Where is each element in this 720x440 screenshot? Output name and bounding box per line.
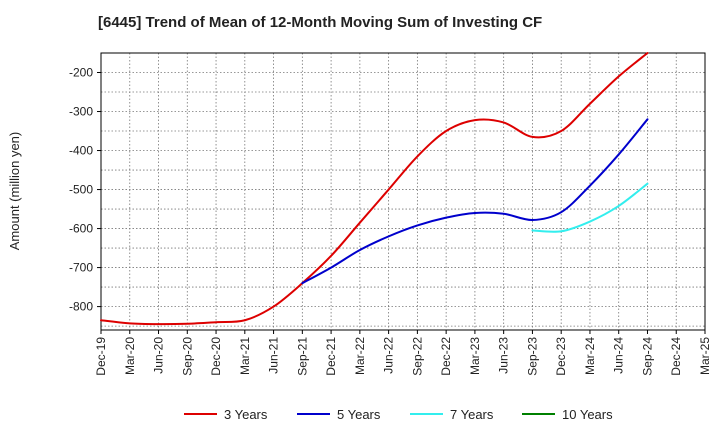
x-tick-label: Mar-22 (353, 337, 367, 375)
y-tick-label: -800 (69, 300, 93, 314)
x-tick-label: Jun-21 (267, 337, 281, 374)
x-tick-label: Sep-23 (525, 337, 539, 376)
y-ticks: -200 -300 -400 -500 -600 -700 -800 (69, 66, 101, 314)
y-tick-label: -400 (69, 144, 93, 158)
x-tick-label: Jun-20 (152, 337, 166, 374)
y-tick-label: -500 (69, 183, 93, 197)
chart-title: [6445] Trend of Mean of 12-Month Moving … (98, 14, 543, 31)
x-tick-label: Sep-20 (180, 337, 194, 376)
x-tick-label: Sep-22 (410, 337, 424, 376)
plot-frame (100, 52, 706, 331)
x-tick-label: Sep-21 (295, 337, 309, 376)
legend: 3 Years 5 Years 7 Years 10 Years (184, 407, 613, 422)
series-line-5-years (301, 118, 649, 285)
x-tick-label: Dec-24 (669, 337, 683, 376)
series-line-7-years (531, 182, 649, 233)
x-tick-label: Mar-24 (583, 337, 597, 375)
y-tick-label: -700 (69, 261, 93, 275)
x-tick-label: Dec-23 (554, 337, 568, 376)
x-tick-label: Dec-20 (209, 337, 223, 376)
legend-label-3-years: 3 Years (224, 407, 268, 422)
series-line-3-years (100, 52, 649, 326)
x-tick-label: Sep-24 (640, 337, 654, 376)
legend-label-7-years: 7 Years (450, 407, 494, 422)
legend-label-5-years: 5 Years (337, 407, 381, 422)
x-tick-label: Dec-22 (439, 337, 453, 376)
grid-layer (101, 53, 705, 330)
x-tick-label: Mar-21 (238, 337, 252, 375)
y-tick-label: -600 (69, 222, 93, 236)
series-layer (100, 52, 649, 326)
x-tick-label: Mar-25 (698, 337, 712, 375)
y-tick-label: -200 (69, 66, 93, 80)
legend-label-10-years: 10 Years (562, 407, 613, 422)
x-tick-label: Jun-23 (497, 337, 511, 374)
y-tick-label: -300 (69, 105, 93, 119)
x-tick-label: Mar-23 (468, 337, 482, 375)
x-tick-label: Mar-20 (123, 337, 137, 375)
x-tick-label: Jun-22 (382, 337, 396, 374)
y-axis-label: Amount (million yen) (7, 132, 22, 251)
x-tick-label: Jun-24 (612, 337, 626, 374)
x-tick-label: Dec-21 (324, 337, 338, 376)
x-ticks: Dec-19 Mar-20 Jun-20 Sep-20 Dec-20 Mar-21 Jun-… (94, 330, 712, 376)
x-tick-label: Dec-19 (94, 337, 108, 376)
